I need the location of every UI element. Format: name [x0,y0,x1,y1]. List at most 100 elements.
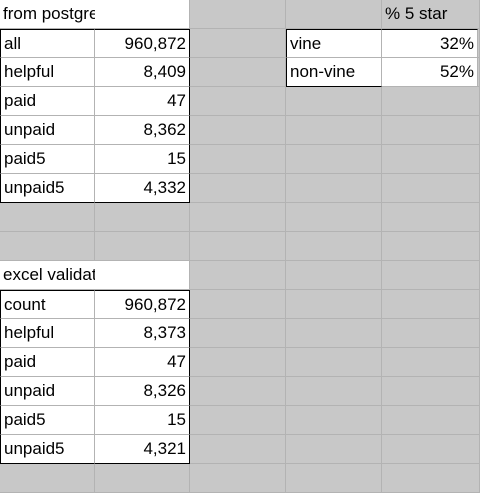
empty-cell[interactable] [190,0,286,29]
postgres-value-cell[interactable]: 8,409 [95,58,190,87]
empty-cell[interactable] [382,406,480,435]
excel-label: count [4,295,46,314]
empty-cell[interactable] [382,290,480,319]
empty-cell[interactable] [382,203,480,232]
excel-value-cell[interactable]: 47 [95,348,190,377]
empty-cell[interactable] [382,261,480,290]
empty-cell[interactable] [95,464,190,493]
postgres-label-cell[interactable]: paid [0,87,95,116]
empty-cell[interactable] [382,145,480,174]
postgres-title: from postgres [3,4,107,23]
empty-cell[interactable] [0,464,95,493]
empty-cell[interactable] [286,435,382,464]
empty-cell[interactable] [190,319,286,348]
empty-cell[interactable] [286,174,382,203]
excel-value-cell[interactable]: 15 [95,406,190,435]
empty-cell[interactable] [286,0,382,29]
postgres-label-cell[interactable]: paid5 [0,145,95,174]
postgres-label-cell[interactable]: unpaid [0,116,95,145]
empty-cell[interactable] [190,232,286,261]
empty-cell[interactable] [190,261,286,290]
postgres-value-cell[interactable]: 960,872 [95,29,190,58]
empty-cell[interactable] [382,116,480,145]
excel-label-cell[interactable]: unpaid [0,377,95,406]
empty-cell[interactable] [382,348,480,377]
empty-cell[interactable] [190,464,286,493]
empty-cell[interactable] [382,377,480,406]
postgres-label-cell[interactable]: unpaid5 [0,174,95,203]
empty-cell[interactable] [190,203,286,232]
postgres-value-cell[interactable]: 8,362 [95,116,190,145]
five-star-label-cell[interactable]: vine [286,29,382,58]
empty-cell[interactable] [190,29,286,58]
excel-title-spill-cell[interactable] [95,261,190,290]
postgres-label-cell[interactable]: helpful [0,58,95,87]
five-star-label: vine [290,34,322,53]
excel-label-cell[interactable]: helpful [0,319,95,348]
excel-value-cell[interactable]: 8,326 [95,377,190,406]
empty-cell[interactable] [286,203,382,232]
empty-cell[interactable] [286,261,382,290]
empty-cell[interactable] [286,377,382,406]
empty-cell[interactable] [190,58,286,87]
excel-value: 15 [167,410,186,429]
excel-title-cell[interactable]: excel validation [0,261,119,290]
postgres-title-cell[interactable]: from postgres [0,0,107,29]
empty-cell[interactable] [286,464,382,493]
postgres-value: 47 [167,91,186,110]
five-star-label-cell[interactable]: non-vine [286,58,382,87]
empty-cell[interactable] [382,319,480,348]
postgres-value-cell[interactable]: 47 [95,87,190,116]
excel-value-cell[interactable]: 4,321 [95,435,190,464]
empty-cell[interactable] [286,348,382,377]
excel-label: unpaid [4,381,56,400]
empty-cell[interactable] [0,232,95,261]
empty-cell[interactable] [286,87,382,116]
excel-value-cell[interactable]: 960,872 [95,290,190,319]
postgres-label: helpful [4,62,55,81]
postgres-value-cell[interactable]: 15 [95,145,190,174]
empty-cell[interactable] [382,174,480,203]
postgres-label: paid5 [4,149,46,168]
empty-cell[interactable] [95,203,190,232]
postgres-value: 960,872 [124,34,186,53]
postgres-value-cell[interactable]: 4,332 [95,174,190,203]
empty-cell[interactable] [190,87,286,116]
excel-value-cell[interactable]: 8,373 [95,319,190,348]
empty-cell[interactable] [190,174,286,203]
five-star-label: non-vine [290,62,356,81]
empty-cell[interactable] [190,377,286,406]
empty-cell[interactable] [286,145,382,174]
five-star-value-cell[interactable]: 52% [382,58,478,87]
empty-cell[interactable] [286,116,382,145]
postgres-title-spill-cell[interactable] [95,0,190,29]
empty-cell[interactable] [190,145,286,174]
postgres-label: unpaid5 [4,178,65,197]
empty-cell[interactable] [382,464,480,493]
empty-cell[interactable] [0,203,95,232]
excel-label-cell[interactable]: paid5 [0,406,95,435]
empty-cell[interactable] [286,232,382,261]
postgres-label: unpaid [4,120,56,139]
empty-cell[interactable] [382,87,480,116]
empty-cell[interactable] [190,348,286,377]
empty-cell[interactable] [286,406,382,435]
empty-cell[interactable] [190,435,286,464]
excel-label-cell[interactable]: paid [0,348,95,377]
empty-cell[interactable] [190,116,286,145]
five-star-header-cell[interactable]: % 5 star [382,0,480,29]
excel-label-cell[interactable]: unpaid5 [0,435,95,464]
postgres-label-cell[interactable]: all [0,29,95,58]
empty-cell[interactable] [286,319,382,348]
postgres-label: paid [4,91,37,110]
empty-cell[interactable] [190,406,286,435]
empty-cell[interactable] [382,232,480,261]
empty-cell[interactable] [382,435,480,464]
excel-label-cell[interactable]: count [0,290,95,319]
excel-label: unpaid5 [4,439,65,458]
empty-cell[interactable] [286,290,382,319]
five-star-value-cell[interactable]: 32% [382,29,478,58]
empty-cell[interactable] [95,232,190,261]
empty-cell[interactable] [190,290,286,319]
